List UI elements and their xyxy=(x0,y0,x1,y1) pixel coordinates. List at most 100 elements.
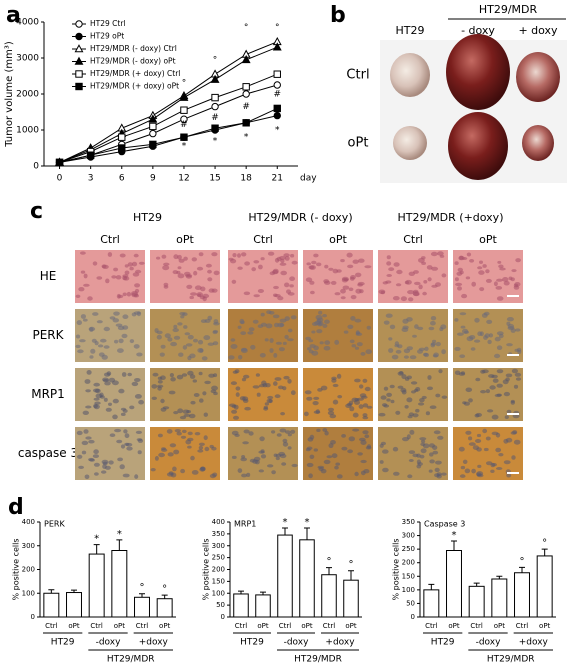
nucleus xyxy=(313,345,319,351)
nucleus xyxy=(124,270,130,275)
nucleus xyxy=(514,282,521,287)
bar xyxy=(343,579,359,618)
nucleus xyxy=(284,430,291,434)
nucleus xyxy=(313,396,320,400)
y-tick-label: 0 xyxy=(411,613,415,621)
x-tick-label: Ctrl xyxy=(235,622,248,630)
nucleus xyxy=(188,413,196,419)
group-label: -doxy xyxy=(476,638,502,648)
nucleus xyxy=(429,452,434,457)
annotation: ° xyxy=(275,23,280,33)
nucleus xyxy=(122,274,129,278)
nucleus xyxy=(240,457,247,462)
marker xyxy=(211,124,219,132)
nucleus xyxy=(506,321,511,326)
nucleus xyxy=(77,454,83,459)
nucleus xyxy=(163,262,170,266)
error-bar xyxy=(139,593,145,598)
nucleus xyxy=(418,402,425,406)
series-line xyxy=(59,46,278,163)
marker xyxy=(273,81,281,89)
error-bar xyxy=(71,589,77,593)
nucleus xyxy=(468,398,473,403)
nucleus xyxy=(156,330,163,335)
nucleus xyxy=(131,291,138,296)
nucleus xyxy=(401,327,409,333)
annotation: * xyxy=(94,534,99,545)
nucleus xyxy=(112,398,119,404)
micrograph xyxy=(150,368,220,421)
nucleus xyxy=(495,447,502,453)
nucleus xyxy=(280,412,285,416)
annotation: ° xyxy=(349,560,354,571)
nucleus xyxy=(485,389,490,394)
nucleus xyxy=(275,453,282,458)
marker xyxy=(149,129,157,138)
nucleus xyxy=(410,381,418,385)
nucleus xyxy=(275,341,282,345)
annotation: ° xyxy=(520,556,525,567)
nucleus xyxy=(503,460,511,465)
x-tick-label: Ctrl xyxy=(516,622,529,630)
outer-group-label: HT29/MDR xyxy=(107,655,155,665)
nucleus xyxy=(121,372,127,377)
nucleus xyxy=(241,347,248,352)
nucleus xyxy=(180,435,187,439)
nucleus xyxy=(287,446,292,450)
nucleus xyxy=(244,406,251,411)
error-bar xyxy=(541,548,548,556)
nucleus xyxy=(427,386,433,391)
nucleus xyxy=(127,262,133,267)
nucleus xyxy=(177,322,183,326)
nucleus xyxy=(122,314,129,320)
annotation: * xyxy=(182,142,187,152)
nucleus xyxy=(264,338,269,342)
nucleus xyxy=(230,381,237,386)
marker xyxy=(86,151,95,159)
nucleus xyxy=(351,344,357,348)
nucleus xyxy=(494,353,501,359)
bar xyxy=(134,596,150,618)
x-tick-label: Ctrl xyxy=(90,622,103,630)
y-tick-label: 250 xyxy=(402,545,415,553)
nucleus xyxy=(316,262,322,267)
nucleus xyxy=(93,449,99,455)
nucleus xyxy=(287,433,292,437)
nucleus xyxy=(388,267,395,272)
marker xyxy=(75,82,83,91)
y-tick-label: 100 xyxy=(212,589,225,597)
nucleus xyxy=(131,381,139,387)
nucleus xyxy=(309,280,315,285)
nucleus xyxy=(76,320,83,326)
annotation: # xyxy=(273,90,281,100)
nucleus xyxy=(173,335,181,340)
nucleus xyxy=(279,262,287,266)
nucleus xyxy=(248,431,254,436)
nucleus xyxy=(502,277,509,282)
legend-label: HT29 Ctrl xyxy=(90,19,126,28)
nucleus xyxy=(470,347,476,351)
nucleus xyxy=(250,344,256,350)
y-tick-label: 0 xyxy=(31,613,35,621)
y-tick-label: 100 xyxy=(402,586,415,594)
nucleus xyxy=(176,374,184,380)
nucleus xyxy=(279,453,287,459)
nucleus xyxy=(350,275,356,280)
nucleus xyxy=(269,348,274,353)
nucleus xyxy=(406,434,411,440)
nucleus xyxy=(334,339,340,345)
nucleus xyxy=(478,270,485,275)
nucleus xyxy=(189,295,194,300)
nucleus xyxy=(404,280,409,285)
marker xyxy=(149,122,157,131)
nucleus xyxy=(306,396,313,401)
nucleus xyxy=(186,284,193,289)
nucleus xyxy=(199,348,204,353)
nucleus xyxy=(340,259,345,263)
nucleus xyxy=(104,465,111,470)
nucleus xyxy=(468,442,476,446)
nucleus xyxy=(463,401,470,406)
nucleus xyxy=(408,297,414,302)
error-bar xyxy=(93,544,100,555)
nucleus xyxy=(134,394,142,399)
